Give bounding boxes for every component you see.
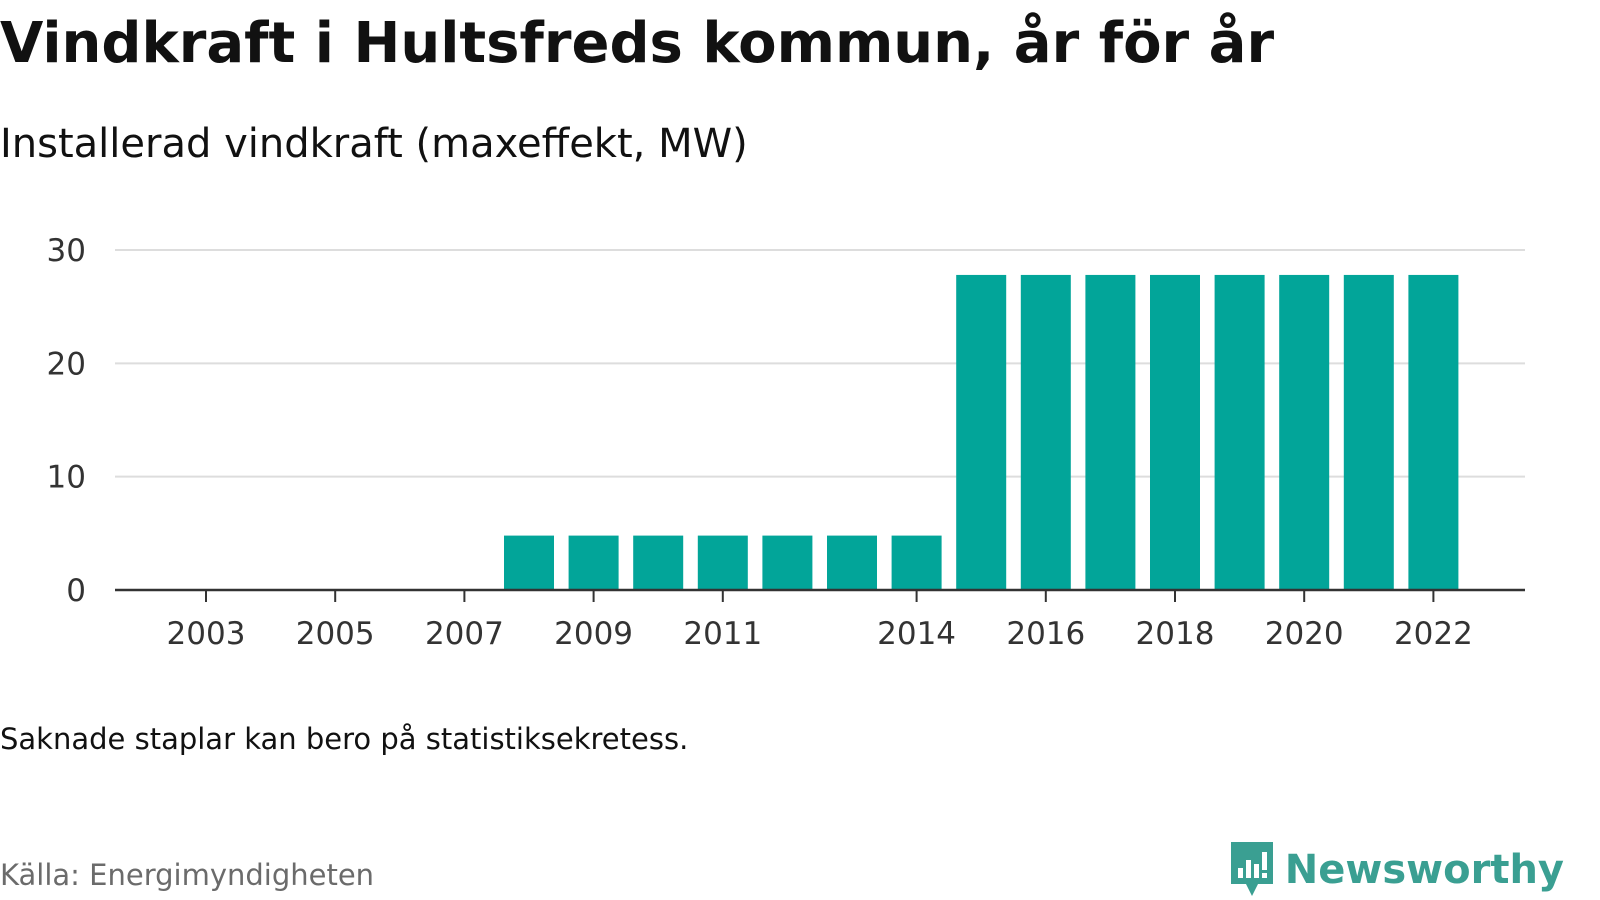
x-tick-label: 2022 (1394, 616, 1473, 652)
footnote: Saknade staplar kan bero på statistiksek… (0, 722, 689, 756)
x-tick-label: 2014 (877, 616, 956, 652)
bar-2019 (1214, 274, 1265, 590)
y-tick-label: 0 (66, 573, 86, 609)
bar-2014 (891, 535, 942, 590)
bar-2010 (633, 535, 684, 590)
source-label: Källa: Energimyndigheten (0, 858, 375, 892)
y-tick-label: 30 (47, 233, 86, 269)
x-tick-label: 2011 (683, 616, 762, 652)
y-tick-label: 20 (47, 346, 86, 382)
bar-2008 (504, 535, 554, 590)
y-tick-label: 10 (47, 460, 86, 496)
bar-2016 (1020, 274, 1071, 590)
x-tick-label: 2003 (167, 616, 246, 652)
axes: 0 10 20 30 2003 2005 2007 2009 2011 2014 2016 2018 2… (47, 233, 1525, 652)
x-tick-label: 2007 (425, 616, 504, 652)
bar-2015 (956, 274, 1007, 590)
x-tick-label: 2016 (1006, 616, 1085, 652)
x-tick-label: 2009 (554, 616, 633, 652)
bar-2022 (1408, 274, 1459, 590)
bar-2009 (568, 535, 619, 590)
chart-subtitle: Installerad vindkraft (maxeffekt, MW) (0, 121, 748, 167)
x-tick-label: 2020 (1265, 616, 1344, 652)
bar-2021 (1343, 274, 1394, 590)
bar-2020 (1279, 274, 1330, 590)
bar-2011 (697, 535, 748, 590)
brand-name: Newsworthy (1284, 847, 1564, 893)
bars (504, 274, 1459, 590)
bar-2013 (827, 535, 877, 590)
x-tick-label: 2005 (296, 616, 375, 652)
brand-logo: Newsworthy (1227, 840, 1564, 900)
chart-title: Vindkraft i Hultsfreds kommun, år för år (0, 11, 1275, 76)
x-tick-label: 2018 (1136, 616, 1215, 652)
bar-2017 (1085, 274, 1136, 590)
bar-2012 (762, 535, 813, 590)
bar-2018 (1150, 274, 1200, 590)
bar-chart: 0 10 20 30 2003 2005 2007 2009 2011 2014 2016 2018 2… (47, 233, 1525, 652)
newsworthy-icon (1230, 842, 1273, 896)
